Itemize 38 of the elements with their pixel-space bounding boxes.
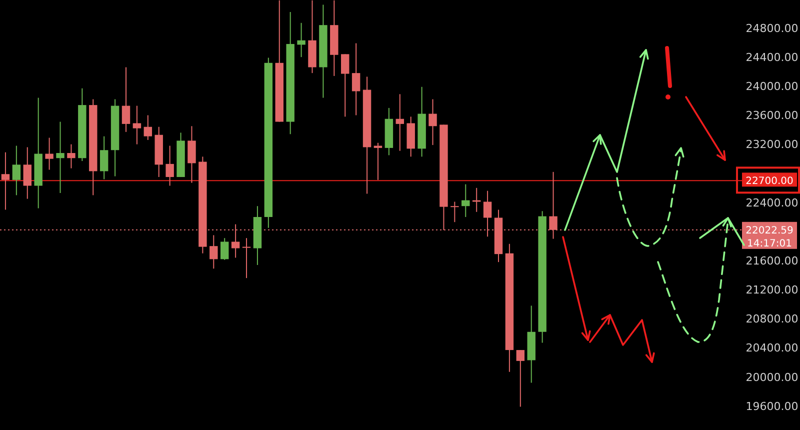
candlestick [341,54,350,118]
candlestick [396,94,404,152]
y-tick-label: 21600.00 [746,254,798,268]
candlestick [23,146,32,200]
candlestick [352,42,360,116]
candlestick [1,152,10,210]
y-tick-label: 24000.00 [746,80,798,93]
y-tick-label: 19600.00 [746,400,798,413]
candlestick [12,145,21,196]
candlestick [188,126,196,184]
candlestick [100,136,108,180]
y-tick-label: 21200.00 [746,284,798,297]
ref-line-label: 22700.00 [746,176,794,188]
y-tick-label: 22400.00 [746,196,798,210]
candlestick [516,350,525,408]
y-tick-label: 23200.00 [746,138,798,152]
y-tick-label: 23600.00 [746,109,798,122]
y-tick-label: 24800.00 [746,22,798,35]
candlestick [210,234,218,270]
candlestick [242,238,251,279]
candlestick [122,66,130,132]
y-tick-label: 20800.00 [746,312,798,326]
y-tick-label: 24400.00 [746,50,798,64]
ref-line-label: 22022.59 [746,225,794,236]
candlestick [462,184,470,218]
candlestick [45,137,54,170]
candlestick [297,22,306,58]
text: 14:17:01 [747,238,792,250]
y-tick-label: 20400.00 [746,342,798,355]
candlestick [67,144,76,169]
candlestick [166,145,174,186]
candlestick [220,238,229,260]
candlestick [132,105,142,145]
candlestick [428,98,437,146]
candlestick [56,121,64,194]
candlestick [144,114,152,140]
candlestick [450,201,459,223]
y-tick-label: 20000.00 [746,370,798,384]
